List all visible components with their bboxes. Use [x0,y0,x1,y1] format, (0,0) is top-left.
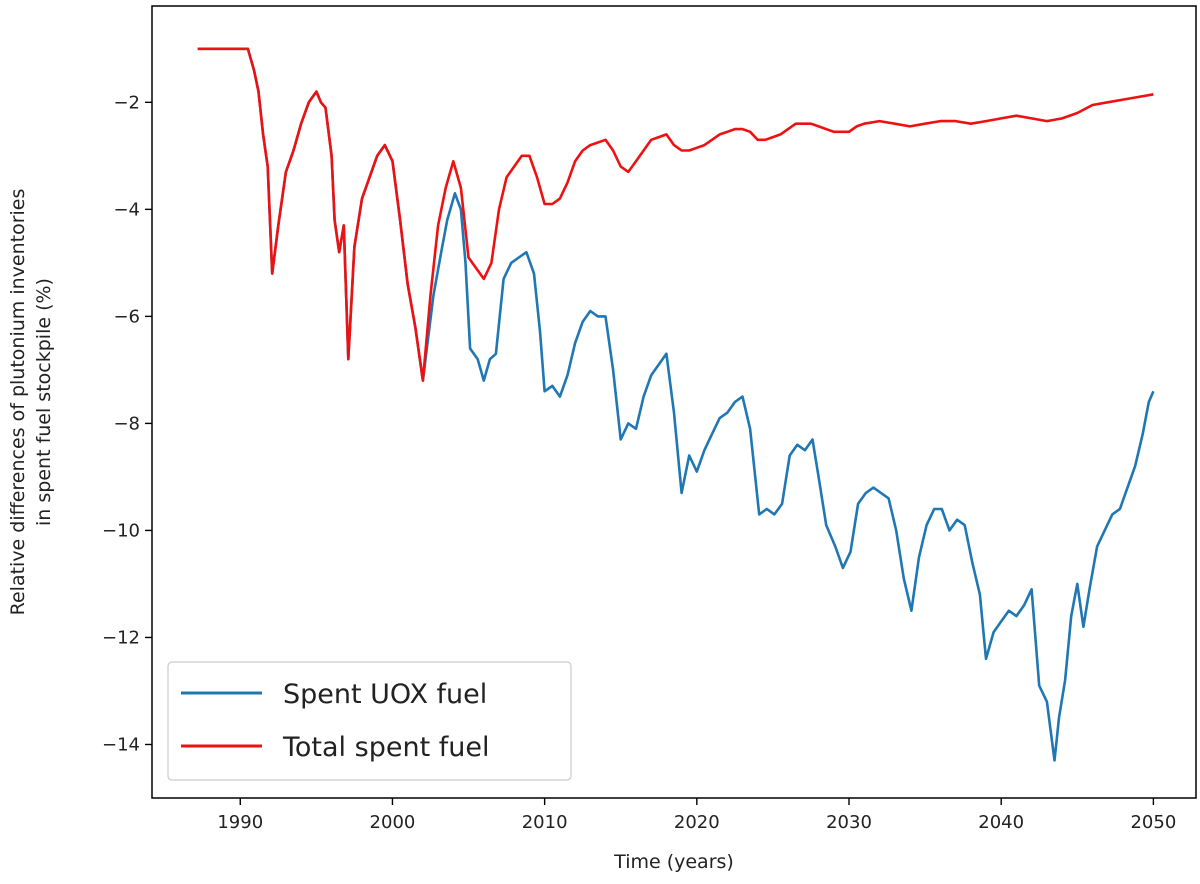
y-tick-label: −12 [102,627,140,648]
legend-label-spent-uox-fuel: Spent UOX fuel [283,679,487,710]
y-axis-label: Relative differences of plutonium invent… [7,189,55,616]
legend-label-total-spent-fuel: Total spent fuel [282,732,489,763]
x-axis-label: Time (years) [613,851,734,873]
plot-frame [151,5,1197,799]
y-tick-label: −2 [113,92,140,113]
y-tick-label: −14 [102,734,140,755]
y-axis-label-line-2: in spent fuel stockpile (%) [33,278,55,526]
y-axis-label-line-1: Relative differences of plutonium invent… [7,189,29,616]
x-tick-label: 2050 [1130,812,1176,833]
x-tick-label: 2010 [522,812,568,833]
series-line-total-spent-fuel [197,47,1154,382]
x-tick-label: 2040 [978,812,1024,833]
y-tick-label: −6 [113,306,140,327]
x-axis: 1990 2000 2010 2020 2030 2040 2050 [217,798,1176,833]
y-tick-label: −4 [113,199,140,220]
plot-area [197,47,1155,762]
x-tick-label: 2020 [674,812,720,833]
legend: Spent UOX fuel Total spent fuel [167,661,572,781]
legend-box [167,661,572,781]
x-tick-label: 2000 [370,812,416,833]
y-tick-label: −10 [102,520,140,541]
x-tick-label: 1990 [217,812,263,833]
y-tick-label: −8 [113,413,140,434]
y-axis: −14 −12 −10 −8 −6 −4 −2 [102,92,152,755]
x-tick-label: 2030 [826,812,872,833]
